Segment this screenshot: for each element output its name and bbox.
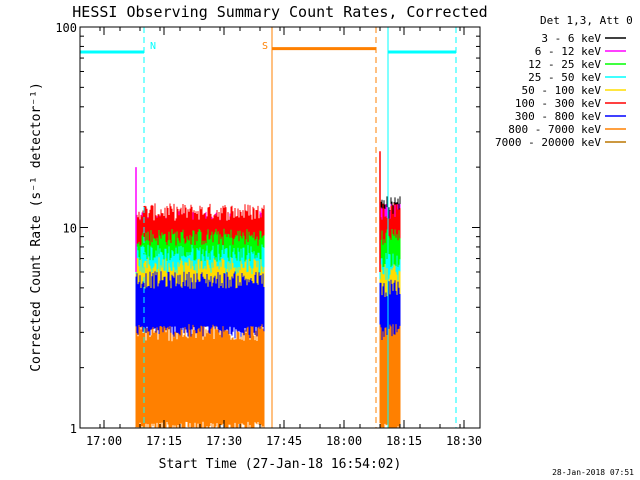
y-tick-label-100: 100 — [55, 21, 77, 35]
series-trace-800-7000-keV-seg1 — [135, 324, 265, 428]
series-trace-800-7000-keV-seg2 — [379, 324, 401, 428]
y-axis-label: Corrected Count Rate (s⁻¹ detector⁻¹) — [29, 82, 44, 372]
y-tick-label-10: 10 — [63, 222, 77, 236]
series-trace-300-800-keV-seg1 — [135, 271, 265, 339]
flag-label-n: N — [150, 41, 156, 52]
x-tick-label-1815: 18:15 — [386, 434, 422, 448]
chart-title: HESSI Observing Summary Count Rates, Cor… — [72, 3, 487, 21]
legend-label-3: 12 - 25 keV — [528, 58, 601, 71]
x-tick-label-1745: 17:45 — [266, 434, 302, 448]
legend-label-9: 7000 - 20000 keV — [495, 136, 601, 149]
legend-label-4: 25 - 50 keV — [528, 71, 601, 84]
legend-label-7: 300 - 800 keV — [515, 110, 601, 123]
x-tick-label-1715: 17:15 — [146, 434, 182, 448]
legend-label-5: 50 - 100 keV — [522, 84, 602, 97]
y-tick-label-1: 1 — [70, 422, 77, 436]
legend-title: Det 1,3, Att 0 — [540, 14, 633, 27]
flag-label-s: S — [262, 41, 268, 52]
x-tick-label-1730: 17:30 — [206, 434, 242, 448]
legend-label-1: 3 - 6 keV — [541, 32, 601, 45]
legend-label-2: 6 - 12 keV — [535, 45, 602, 58]
x-axis-label: Start Time (27-Jan-18 16:54:02) — [159, 457, 402, 472]
x-tick-label-1830: 18:30 — [446, 434, 482, 448]
x-tick-label-1700: 17:00 — [86, 434, 122, 448]
legend-label-8: 800 - 7000 keV — [508, 123, 601, 136]
x-tick-label-1800: 18:00 — [326, 434, 362, 448]
timestamp: 28-Jan-2018 07:51 — [552, 468, 634, 477]
plot-area: N S 1 10 100 17:00 17:15 17:30 17:45 18:00 18:15 18… — [55, 21, 482, 448]
legend-label-6: 100 - 300 keV — [515, 97, 601, 110]
